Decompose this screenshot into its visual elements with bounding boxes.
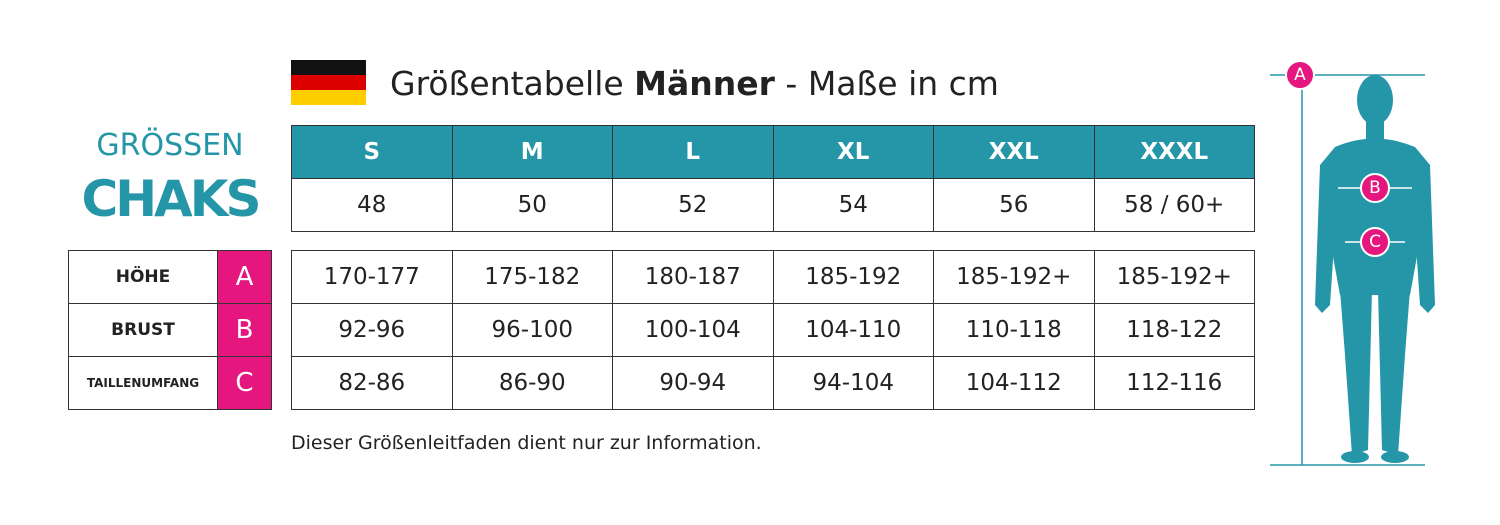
measure-cell: 92-96 <box>291 303 453 357</box>
title-text: - Maße in cm <box>785 64 999 103</box>
measure-label: TAILLENUMFANG <box>68 356 218 410</box>
note: Dieser Größenleitfaden dient nur zur Inf… <box>291 432 762 454</box>
measure-letter: C <box>217 356 272 410</box>
measure-label: BRUST <box>68 303 218 357</box>
figure-letter: C <box>1369 232 1381 252</box>
measure-cell: 180-187 <box>612 250 774 304</box>
measure-cell: 175-182 <box>451 250 613 304</box>
brand-line: GRÖSSEN <box>96 128 244 163</box>
figure-letter: A <box>1294 65 1306 85</box>
title-bold: Männer <box>634 64 775 103</box>
measure-cell: 94-104 <box>772 356 934 410</box>
title-text: Größentabelle <box>390 64 624 103</box>
measure-cell: 104-110 <box>772 303 934 357</box>
measure-letter: A <box>217 250 272 304</box>
measure-cell: 100-104 <box>612 303 774 357</box>
measure-letter: B <box>217 303 272 357</box>
measure-label: HÖHE <box>68 250 218 304</box>
measure-cell: 96-100 <box>451 303 613 357</box>
size-cell: 52 <box>612 178 774 232</box>
measure-cell: 185-192+ <box>933 250 1095 304</box>
brand-logo: CHAKS <box>81 170 262 228</box>
measure-cell: 104-112 <box>933 356 1095 410</box>
measure-cell: 90-94 <box>612 356 774 410</box>
size-cell: 58 / 60+ <box>1093 178 1255 232</box>
measure-cell: 185-192 <box>772 250 934 304</box>
size-header: M <box>451 125 613 179</box>
size-header: S <box>291 125 453 179</box>
measure-cell: 86-90 <box>451 356 613 410</box>
flag <box>291 60 366 105</box>
measure-cell: 110-118 <box>933 303 1095 357</box>
title: Größentabelle Männer - Maße in cm <box>390 64 999 103</box>
figure-letter: B <box>1369 178 1381 198</box>
measure-cell: 112-116 <box>1093 356 1255 410</box>
size-header: L <box>612 125 774 179</box>
size-cell: 56 <box>933 178 1095 232</box>
measure-cell: 82-86 <box>291 356 453 410</box>
size-cell: 54 <box>772 178 934 232</box>
size-header: XL <box>772 125 934 179</box>
measure-cell: 118-122 <box>1093 303 1255 357</box>
size-header: XXXL <box>1093 125 1255 179</box>
measure-cell: 170-177 <box>291 250 453 304</box>
size-cell: 50 <box>451 178 613 232</box>
size-cell: 48 <box>291 178 453 232</box>
size-header: XXL <box>933 125 1095 179</box>
body-figure: A B C <box>1270 60 1435 466</box>
measure-cell: 185-192+ <box>1093 250 1255 304</box>
